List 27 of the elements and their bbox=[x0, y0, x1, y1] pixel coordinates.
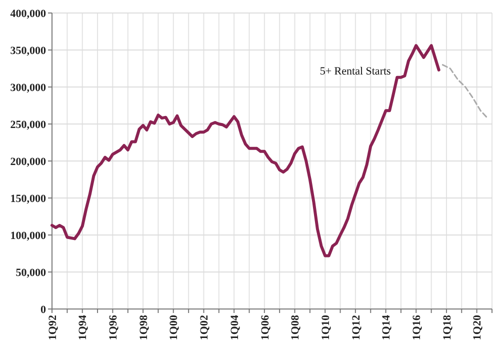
y-tick-label: 100,000 bbox=[10, 230, 46, 242]
x-tick-label: 1Q20 bbox=[472, 314, 484, 340]
x-tick-label: 1Q18 bbox=[441, 314, 454, 340]
x-tick-label: 1Q14 bbox=[380, 314, 393, 340]
x-tick-label: 1Q00 bbox=[168, 314, 180, 340]
line-series bbox=[442, 64, 489, 120]
line-series bbox=[50, 44, 440, 258]
y-tick-label: 400,000 bbox=[10, 8, 46, 20]
x-tick-label: 1Q06 bbox=[259, 314, 272, 340]
x-tick-label: 1Q12 bbox=[350, 314, 362, 340]
y-tick-label: 350,000 bbox=[10, 44, 46, 57]
x-tick-label: 1Q16 bbox=[410, 314, 423, 340]
x-tick-label: 1Q98 bbox=[138, 314, 150, 340]
y-tick-label: 250,000 bbox=[10, 118, 46, 131]
x-tick-label: 1Q04 bbox=[228, 314, 241, 340]
y-tick-label: 50,000 bbox=[16, 266, 46, 279]
y-tick-label: 300,000 bbox=[10, 82, 46, 94]
x-tick-label: 1Q02 bbox=[198, 314, 211, 340]
y-tick-label: 150,000 bbox=[10, 192, 46, 205]
series-label: 5+ Rental Starts bbox=[320, 66, 391, 78]
x-tick-label: 1Q96 bbox=[108, 314, 120, 340]
x-tick-label: 1Q10 bbox=[320, 314, 332, 340]
y-tick-label: 200,000 bbox=[10, 156, 46, 168]
x-tick-label: 1Q94 bbox=[77, 314, 90, 340]
x-tick-label: 1Q08 bbox=[290, 314, 302, 340]
y-tick-label: 0 bbox=[40, 304, 46, 316]
x-tick-label: 1Q92 bbox=[46, 314, 59, 340]
